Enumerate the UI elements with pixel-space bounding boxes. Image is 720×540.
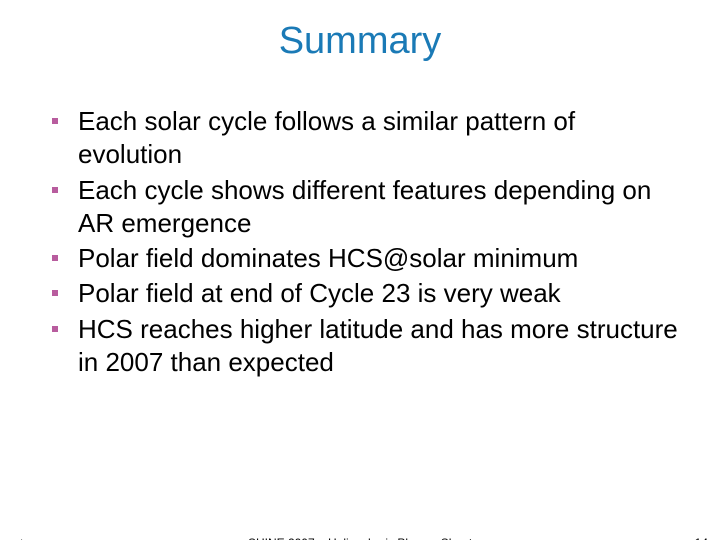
list-item: Each cycle shows different features depe… [42, 174, 684, 241]
bullet-dot-icon [52, 187, 58, 193]
footer-center-text: SHINE 2007 – Heliospheric Plasma Sheet [0, 536, 720, 540]
bullet-dot-icon [52, 290, 58, 296]
bullet-dot-icon [52, 255, 58, 261]
bullet-text: HCS reaches higher latitude and has more… [78, 313, 684, 380]
list-item: HCS reaches higher latitude and has more… [42, 313, 684, 380]
footer-page-number: 14 [695, 536, 708, 540]
page-title: Summary [0, 20, 720, 63]
bullet-text: Polar field dominates HCS@solar minimum [78, 242, 578, 275]
bullet-text: Polar field at end of Cycle 23 is very w… [78, 277, 561, 310]
bullet-list: Each solar cycle follows a similar patte… [42, 105, 684, 379]
list-item: Polar field at end of Cycle 23 is very w… [42, 277, 684, 310]
bullet-dot-icon [52, 118, 58, 124]
list-item: Each solar cycle follows a similar patte… [42, 105, 684, 172]
bullet-dot-icon [52, 326, 58, 332]
bullet-text: Each cycle shows different features depe… [78, 174, 684, 241]
list-item: Polar field dominates HCS@solar minimum [42, 242, 684, 275]
bullet-text: Each solar cycle follows a similar patte… [78, 105, 684, 172]
